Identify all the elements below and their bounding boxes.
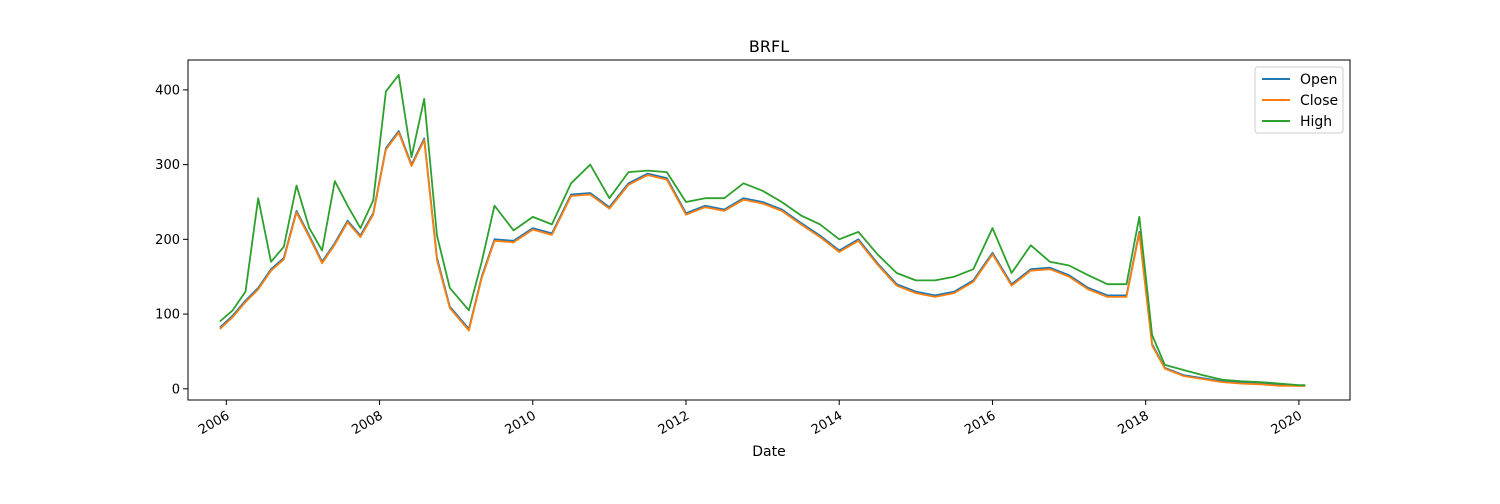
x-tick-label: 2018 <box>1116 408 1152 438</box>
plot-area <box>188 60 1350 400</box>
legend-label-high: High <box>1300 114 1332 130</box>
series-layer <box>219 74 1306 387</box>
x-axis: 2006 2008 2010 2012 2014 2016 2018 2020 <box>196 400 1305 438</box>
y-axis: 0 100 200 300 400 <box>155 83 188 397</box>
series-line-close <box>219 131 1306 387</box>
series-line-high <box>219 74 1306 387</box>
x-axis-label: Date <box>752 444 785 460</box>
chart-title: BRFL <box>749 37 789 56</box>
legend-box <box>1254 66 1344 134</box>
plot-frame <box>187 59 1351 401</box>
y-tick-label: 400 <box>155 83 180 98</box>
x-tick-label: 2010 <box>503 408 539 438</box>
legend-label-close: Close <box>1300 93 1338 109</box>
x-tick-label: 2016 <box>962 408 998 438</box>
y-tick-label: 200 <box>155 233 180 248</box>
y-tick-label: 100 <box>155 308 180 323</box>
y-tick-label: 0 <box>172 382 180 397</box>
legend-label-open: Open <box>1300 72 1337 88</box>
x-tick-label: 2020 <box>1269 408 1305 438</box>
x-tick-label: 2008 <box>349 408 385 438</box>
legend: Open Close High <box>1254 66 1344 134</box>
x-tick-label: 2014 <box>809 408 845 438</box>
y-tick-label: 300 <box>155 158 180 173</box>
x-tick-label: 2012 <box>656 408 692 438</box>
x-tick-label: 2006 <box>196 408 232 438</box>
